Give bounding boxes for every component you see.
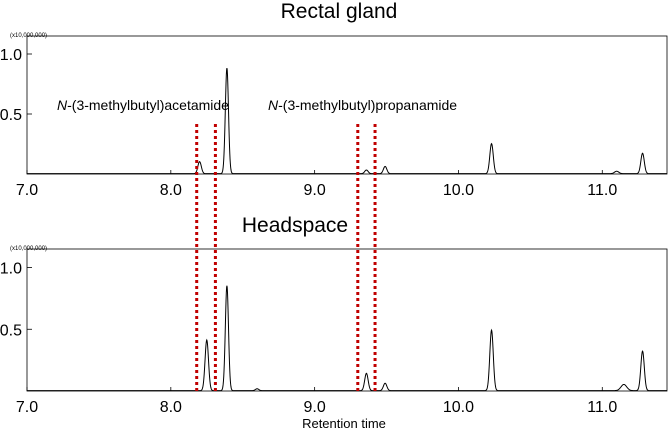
y-tick-label: 1.0 bbox=[0, 261, 22, 278]
compound-label-italic: N bbox=[57, 97, 68, 113]
chromatogram-trace bbox=[27, 67, 667, 175]
compound-label: N-(3-methylbutyl)acetamide bbox=[57, 97, 229, 113]
y-tick-label: 0.5 bbox=[0, 322, 22, 339]
panel-title: Headspace bbox=[242, 214, 348, 237]
scale-note: (x10,000,000) bbox=[10, 246, 47, 252]
plot-frame bbox=[26, 248, 668, 392]
y-tick-label: 0.5 bbox=[0, 107, 22, 124]
x-tick-label: 10.0 bbox=[443, 399, 474, 416]
compound-label-rest: -(3-methylbutyl)propanamide bbox=[278, 97, 457, 113]
y-tick-label: 1.0 bbox=[0, 47, 22, 64]
compound-label-italic: N bbox=[268, 97, 279, 113]
scale-note: (x10,000,000) bbox=[10, 33, 47, 39]
x-tick-label: 8.0 bbox=[160, 399, 182, 416]
compound-label: N-(3-methylbutyl)propanamide bbox=[268, 97, 457, 113]
x-axis-label: Retention time bbox=[302, 416, 386, 431]
panel-title: Rectal gland bbox=[281, 0, 398, 23]
x-tick-label: 9.0 bbox=[304, 399, 326, 416]
x-tick-label: 11.0 bbox=[587, 399, 617, 416]
x-tick-label: 10.0 bbox=[443, 182, 474, 199]
x-tick-label: 7.0 bbox=[16, 399, 38, 416]
x-tick-label: 11.0 bbox=[587, 182, 617, 199]
x-tick-label: 9.0 bbox=[304, 182, 326, 199]
chart-panel-1: Rectal gland (x10,000,000) 0.5 1.0 7.0 8.0 9.0… bbox=[0, 0, 668, 199]
chromatogram-trace bbox=[27, 285, 667, 392]
chart-panel-2: Headspace (x10,000,000) 0.5 1.0 7.0 8.0 9.0 10.… bbox=[0, 214, 668, 431]
x-tick-label: 8.0 bbox=[160, 182, 182, 199]
x-tick-label: 7.0 bbox=[16, 182, 38, 199]
compound-label-rest: -(3-methylbutyl)acetamide bbox=[67, 97, 229, 113]
